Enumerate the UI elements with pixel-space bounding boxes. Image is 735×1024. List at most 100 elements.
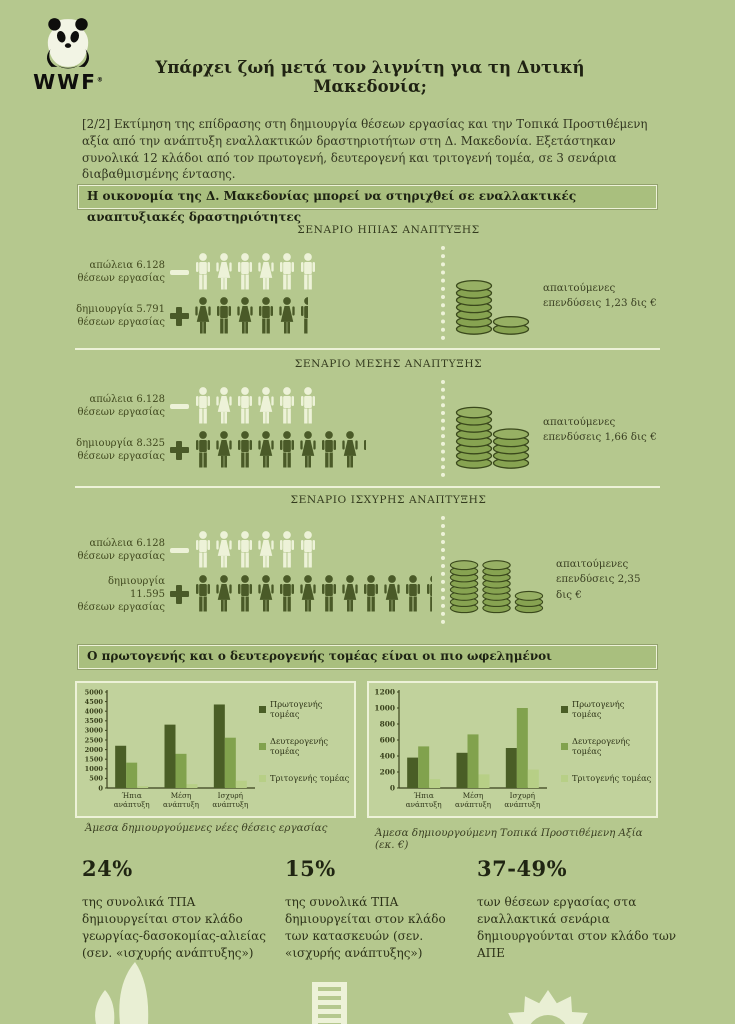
coin-stack-icon [449, 560, 544, 614]
svg-text:800: 800 [380, 719, 395, 728]
svg-text:500: 500 [89, 775, 103, 783]
svg-text:ανάπτυξη: ανάπτυξη [163, 800, 199, 809]
stat-construction: 15% της συνολικά ΤΠΑ δημιουργείται στον … [285, 856, 470, 962]
scenario-strong-growth: ΣΕΝΑΡΙΟ ΙΣΧΥΡΗΣ ΑΝΑΠΤΥΞΗΣ απώλεια 6.128 θ… [75, 492, 660, 632]
registered-mark: ® [96, 76, 103, 84]
legend-swatch-icon [561, 742, 568, 750]
stat-text: της συνολικά ΤΠΑ δημιουργείται στον κλάδ… [285, 895, 446, 961]
dotted-divider [441, 246, 445, 340]
svg-text:2500: 2500 [85, 736, 104, 744]
svg-text:Ισχυρή: Ισχυρή [510, 791, 535, 800]
svg-text:1200: 1200 [374, 687, 395, 696]
legend-label: Δευτερογενής τομέας [270, 736, 329, 756]
job-gain-pictogram [193, 574, 432, 614]
ladder-rungs [318, 987, 341, 1024]
job-loss-label: απώλεια 6.128 θέσεων εργασίας [77, 538, 165, 562]
stat-value: 15% [285, 856, 336, 881]
svg-text:ανάπτυξη: ανάπτυξη [114, 800, 150, 809]
stat-text: της συνολικά ΤΠΑ δημιουργείται στον κλάδ… [82, 895, 266, 961]
svg-text:Μέση: Μέση [171, 791, 192, 800]
scenario-medium-growth: ΣΕΝΑΡΙΟ ΜΕΣΗΣ ΑΝΑΠΤΥΞΗΣ απώλεια 6.128 θέσ… [75, 356, 660, 485]
legend-item: Δευτερογενής τομέας [259, 736, 350, 756]
svg-text:ανάπτυξη: ανάπτυξη [212, 800, 248, 809]
stat-value: 37-49% [477, 856, 568, 881]
job-gain-label: δημιουργία 11.595 θέσεων εργασίας [77, 575, 165, 613]
svg-text:600: 600 [380, 735, 395, 744]
ladder-icon [312, 982, 347, 1024]
job-loss-pictogram [193, 252, 318, 292]
investment-text: απαιτούμενες επενδύσεις 1,23 δις € [543, 281, 657, 309]
svg-text:ανάπτυξη: ανάπτυξη [406, 800, 442, 809]
scenario-title: ΣΕΝΑΡΙΟ ΙΣΧΥΡΗΣ ΑΝΑΠΤΥΞΗΣ [290, 494, 487, 506]
svg-text:400: 400 [380, 751, 395, 760]
svg-text:ανάπτυξη: ανάπτυξη [455, 800, 491, 809]
svg-text:0: 0 [98, 784, 103, 792]
stat-text: των θέσεων εργασίας στα εναλλακτικά σενά… [477, 895, 677, 961]
stat-res: 37-49% των θέσεων εργασίας στα εναλλακτι… [477, 856, 677, 962]
partial-person-icon [298, 296, 308, 336]
stat-agriculture: 24% της συνολικά ΤΠΑ δημιουργείται στον … [82, 856, 277, 962]
job-gain-label: δημιουργία 5.791 θέσεων εργασίας [76, 304, 165, 328]
svg-text:Ήπια: Ήπια [414, 791, 434, 800]
partial-person-icon [361, 430, 366, 470]
legend-label: Τριτογενής τομέας [572, 773, 652, 783]
legend-swatch-icon [259, 774, 266, 782]
section-header-sectors: Ο πρωτογενής και ο δευτερογενής τομέας ε… [78, 645, 657, 669]
legend-label: Τριτογενής τομέας [270, 773, 350, 783]
svg-text:Ήπια: Ήπια [122, 791, 142, 800]
wwf-logo: WWF® [28, 16, 108, 92]
dotted-divider [441, 380, 445, 477]
chart-panel-value: 0 200 400 600 800 1000 1200 Ήπια ανάπτυξη Μέση ανά… [367, 681, 658, 818]
svg-text:2000: 2000 [85, 746, 104, 754]
dotted-divider [441, 516, 445, 624]
intro-paragraph: [2/2] Εκτίμηση της επίδρασης στη δημιουρ… [82, 117, 648, 182]
job-gain-row: δημιουργία 5.791 θέσεων εργασίας [75, 294, 308, 338]
investment-block: απαιτούμενες επενδύσεις 2,35 δις € [447, 532, 653, 628]
partial-person-icon [424, 574, 432, 614]
investment-block: απαιτούμενες επενδύσεις 1,66 δις € [453, 382, 659, 478]
svg-text:Μέση: Μέση [463, 791, 484, 800]
coin-stack-icon [455, 406, 530, 469]
plus-icon [169, 584, 189, 604]
job-gain-pictogram [193, 296, 308, 336]
bar-chart-value: 0 200 400 600 800 1000 1200 Ήπια ανάπτυξη Μέση ανά… [369, 683, 561, 816]
investment-text: απαιτούμενες επενδύσεις 2,35 δις € [556, 557, 641, 601]
page-title: Υπάρχει ζωή μετά τον λιγνίτη για τη Δυτι… [155, 58, 585, 96]
legend-swatch-icon [561, 774, 568, 782]
wwf-panda-icon [46, 18, 90, 69]
legend-label: Πρωτογενής τομέας [270, 699, 323, 719]
svg-text:Ισχυρή: Ισχυρή [218, 791, 243, 800]
svg-text:3000: 3000 [85, 727, 104, 735]
svg-text:1000: 1000 [85, 765, 104, 773]
legend-swatch-icon [259, 742, 266, 750]
chart-legend: Πρωτογενής τομέας Δευτερογενής τομέας Τριτ… [561, 683, 656, 816]
svg-text:ανάπτυξη: ανάπτυξη [504, 800, 540, 809]
legend-item: Πρωτογενής τομέας [259, 699, 350, 719]
legend-swatch-icon [561, 705, 568, 713]
investment-block: απαιτούμενες επενδύσεις 1,23 δις € [453, 248, 659, 344]
job-loss-row: απώλεια 6.128 θέσεων εργασίας [75, 528, 318, 572]
bar-chart-jobs: 0 500 1000 1500 2000 2500 3000 3500 4000 4500 5000… [77, 683, 259, 816]
job-gain-pictogram [193, 430, 366, 470]
job-loss-row: απώλεια 6.128 θέσεων εργασίας [75, 384, 318, 428]
section-header-economy: Η οικονομία της Δ. Μακεδονίας μπορεί να … [78, 185, 657, 224]
scenario-title: ΣΕΝΑΡΙΟ ΜΕΣΗΣ ΑΝΑΠΤΥΞΗΣ [294, 358, 483, 370]
scenario-title: ΣΕΝΑΡΙΟ ΗΠΙΑΣ ΑΝΑΠΤΥΞΗΣ [297, 224, 480, 236]
job-loss-pictogram [193, 386, 318, 426]
leaf-icon [95, 962, 149, 1024]
svg-text:1500: 1500 [85, 756, 104, 764]
legend-item: Πρωτογενής τομέας [561, 699, 652, 719]
chart-caption-value: Άμεσα δημιουργούμενη Τοπικά Προστιθέμενη… [375, 827, 643, 851]
job-gain-label: δημιουργία 8.325 θέσεων εργασίας [76, 438, 165, 462]
legend-swatch-icon [259, 705, 266, 713]
sun-icon [508, 990, 588, 1024]
job-gain-row: δημιουργία 11.595 θέσεων εργασίας [75, 572, 432, 616]
job-gain-row: δημιουργία 8.325 θέσεων εργασίας [75, 428, 366, 472]
svg-text:3500: 3500 [85, 717, 104, 725]
svg-text:200: 200 [380, 767, 395, 776]
svg-text:4500: 4500 [85, 698, 104, 706]
coin-stack-icon [455, 279, 530, 335]
chart-panel-jobs: 0 500 1000 1500 2000 2500 3000 3500 4000 4500 5000… [75, 681, 356, 818]
svg-text:4000: 4000 [85, 708, 104, 716]
